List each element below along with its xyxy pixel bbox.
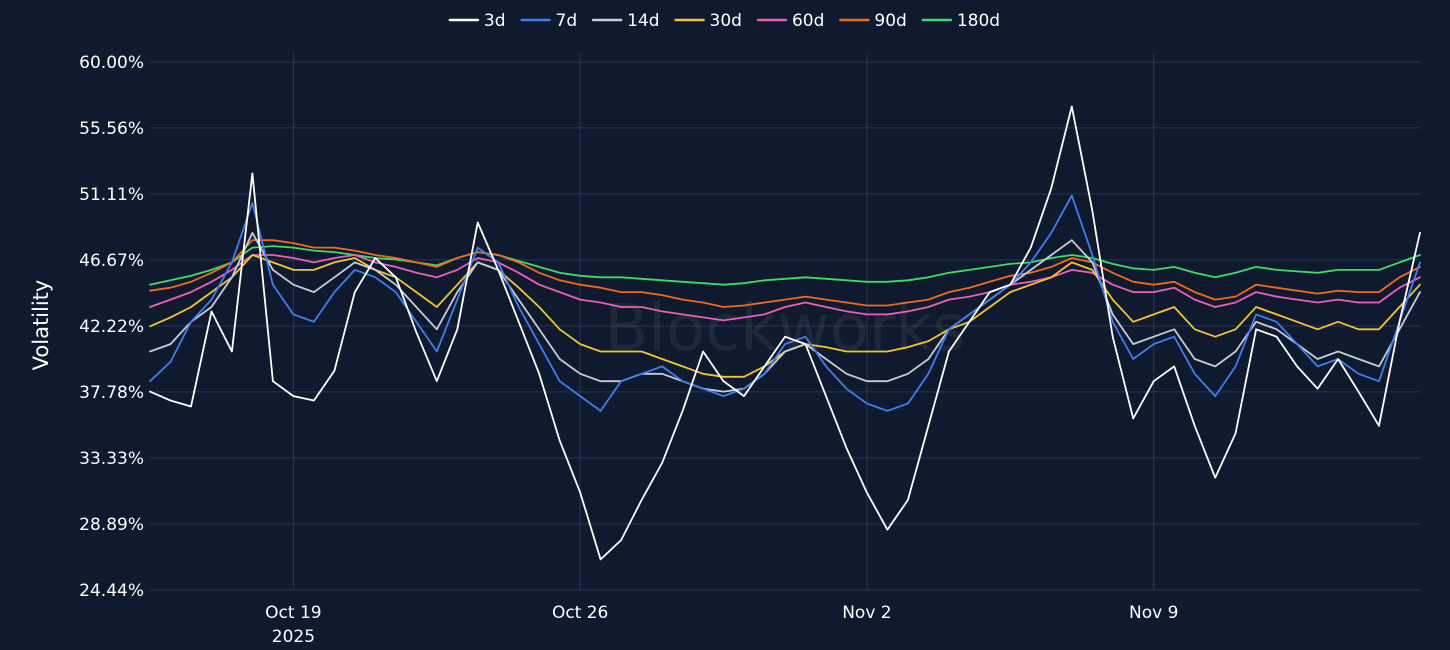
series-line-14d — [149, 231, 1421, 393]
y-tick-label: 60.00% — [79, 53, 144, 73]
legend-item-90d[interactable]: 90d — [839, 11, 907, 31]
series-line-90d — [149, 239, 1421, 308]
series-line-7d — [149, 194, 1421, 412]
x-tick-label: Nov 9 — [1129, 603, 1178, 623]
y-tick-label: 37.78% — [79, 383, 144, 403]
series-line-180d — [149, 245, 1421, 286]
legend-item-30d[interactable]: 30d — [674, 11, 742, 31]
grid — [150, 54, 1420, 591]
watermark: Blockworks — [604, 292, 965, 366]
y-tick-label: 28.89% — [79, 515, 144, 535]
legend-item-3d[interactable]: 3d — [448, 11, 506, 31]
series-line-60d — [149, 254, 1421, 322]
series-group — [149, 105, 1421, 561]
y-axis-title: Volatility — [29, 280, 53, 371]
legend-label: 3d — [484, 11, 506, 31]
legend-item-7d[interactable]: 7d — [520, 11, 578, 31]
legend-label: 14d — [627, 11, 659, 31]
legend[interactable]: 3d 7d 14d 30d 60d 90d 180d — [448, 11, 1000, 31]
legend-label: 60d — [792, 11, 824, 31]
y-tick-label: 51.11% — [79, 185, 144, 205]
series-line-3d — [149, 105, 1421, 561]
legend-item-180d[interactable]: 180d — [921, 11, 1000, 31]
x-tick-sublabel: 2025 — [272, 627, 315, 647]
legend-label: 30d — [710, 11, 742, 31]
legend-label: 180d — [957, 11, 1000, 31]
legend-label: 7d — [556, 11, 578, 31]
legend-label: 90d — [874, 11, 906, 31]
legend-item-14d[interactable]: 14d — [591, 11, 660, 31]
y-tick-label: 42.22% — [79, 317, 144, 337]
x-tick-label: Nov 2 — [842, 603, 891, 623]
x-tick-label: Oct 19 — [265, 603, 321, 623]
y-tick-label: 33.33% — [79, 449, 144, 469]
y-tick-label: 55.56% — [79, 119, 144, 139]
y-tick-label: 24.44% — [79, 581, 144, 601]
y-tick-label: 46.67% — [79, 251, 144, 271]
legend-item-60d[interactable]: 60d — [756, 11, 824, 31]
x-tick-label: Oct 26 — [552, 603, 608, 623]
axes: 24.44% 28.89% 33.33% 37.78% 42.22% 46.67% 51.1… — [79, 53, 1178, 647]
